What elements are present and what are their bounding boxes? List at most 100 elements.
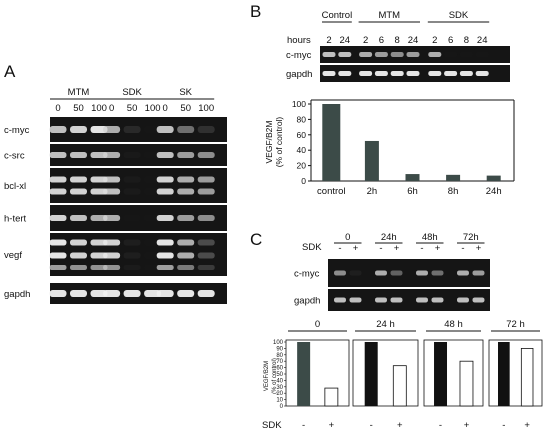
panel-a-band bbox=[123, 188, 141, 195]
panel-a-band bbox=[49, 188, 67, 195]
panel-c-subplot-frame bbox=[352, 339, 419, 407]
panel-a-band bbox=[197, 176, 215, 183]
panel-b-band bbox=[390, 52, 404, 57]
panel-a-band bbox=[177, 152, 195, 158]
panel-c-x-sign: - bbox=[502, 420, 505, 431]
panel-c-band bbox=[390, 270, 403, 276]
panel-a-gene-label: c-src bbox=[4, 151, 25, 162]
panel-a-band bbox=[123, 152, 141, 158]
panel-b-letter: B bbox=[250, 2, 261, 21]
panel-a-band bbox=[144, 265, 162, 270]
panel-c-x-sign: + bbox=[329, 420, 335, 431]
panel-b-band bbox=[322, 52, 336, 57]
panel-a-band bbox=[197, 152, 215, 158]
panel-b-band bbox=[359, 52, 373, 57]
panel-a-band bbox=[177, 252, 195, 259]
panel-a-band bbox=[144, 239, 162, 246]
panel-a-band bbox=[197, 290, 215, 297]
panel-c-band bbox=[334, 297, 346, 303]
panel-a-band bbox=[197, 265, 215, 270]
panel-a-band bbox=[177, 188, 195, 195]
panel-a-band bbox=[156, 290, 174, 297]
panel-c-treated-bar bbox=[392, 365, 407, 407]
panel-c-x-sign: + bbox=[524, 420, 530, 431]
panel-b-time-label: 8 bbox=[395, 35, 400, 46]
panel-c-band bbox=[431, 297, 444, 303]
panel-a-band bbox=[90, 152, 108, 158]
panel-a-band bbox=[90, 126, 108, 133]
panel-c-treated-bar bbox=[520, 347, 534, 407]
panel-c-subplot-title: 24 h bbox=[376, 319, 395, 330]
panel-a-gene-label: bcl-xl bbox=[4, 181, 26, 192]
panel-c-ytick-label: 30 bbox=[276, 385, 283, 391]
panel-c-x-sign: - bbox=[439, 420, 442, 431]
panel-a-band bbox=[156, 252, 174, 259]
panel-a-band bbox=[70, 265, 87, 270]
panel-c-sdk-label: SDK bbox=[302, 242, 322, 253]
panel-c: C 0 24h 48h 72h SDK - + - + - + - + c-myc gapdh VEGF/B2M… bbox=[250, 230, 543, 431]
panel-a-band bbox=[70, 176, 87, 183]
panel-a-band bbox=[156, 126, 174, 133]
panel-a-band bbox=[103, 252, 121, 259]
panel-c-band bbox=[375, 270, 387, 276]
panel-b-time-label: 6 bbox=[448, 35, 453, 46]
panel-a-band bbox=[90, 188, 108, 195]
panel-a-band bbox=[103, 239, 121, 246]
panel-a-dose-label: 100 bbox=[145, 103, 161, 114]
panel-a-band bbox=[90, 290, 108, 297]
panel-a-band bbox=[103, 152, 121, 158]
panel-a-band bbox=[144, 290, 162, 297]
panel-c-x-sign: - bbox=[302, 420, 305, 431]
panel-a-gene-label: vegf bbox=[4, 250, 22, 261]
panel-a-band bbox=[197, 239, 215, 246]
panel-a-band bbox=[156, 215, 174, 221]
panel-a-group-label: SDK bbox=[122, 87, 142, 98]
panel-c-ytick-label: 80 bbox=[276, 353, 283, 359]
panel-a-band bbox=[70, 239, 87, 246]
panel-b-time-label: 24 bbox=[408, 35, 419, 46]
panel-a-band bbox=[49, 126, 67, 133]
panel-a-band bbox=[177, 176, 195, 183]
panel-c-subplot-frame bbox=[285, 339, 350, 407]
panel-c-band bbox=[431, 270, 444, 276]
panel-c-ylabel: VEGF/B2M bbox=[264, 361, 270, 391]
panel-c-gene-label: c-myc bbox=[294, 269, 320, 280]
panel-a-band bbox=[144, 126, 162, 133]
panel-a-band bbox=[90, 252, 108, 259]
panel-b-gene-label: c-myc bbox=[286, 50, 312, 61]
panel-a-band bbox=[144, 252, 162, 259]
panel-c-sign: + bbox=[476, 243, 482, 254]
panel-b-band bbox=[459, 52, 473, 57]
panel-b-time-label: 2 bbox=[363, 35, 368, 46]
panel-b-hours-label: hours bbox=[287, 35, 311, 46]
panel-b-ytick-label: 60 bbox=[297, 130, 307, 140]
panel-c-time-label: 72h bbox=[463, 232, 479, 243]
panel-a-band bbox=[49, 176, 67, 183]
panel-c-ylabel-unit: (% of control) bbox=[272, 358, 278, 394]
panel-b-band bbox=[390, 71, 404, 76]
panel-c-band bbox=[349, 270, 362, 276]
panel-c-sign: + bbox=[435, 243, 441, 254]
panel-b-ylabel: VEGF/B2M bbox=[264, 121, 274, 164]
panel-a-band bbox=[177, 265, 195, 270]
panel-b-xtick-label: 6h bbox=[407, 186, 418, 197]
panel-a-group-label: MTM bbox=[68, 87, 90, 98]
panel-c-subplot-frame bbox=[423, 339, 484, 407]
panel-a-group-label: SK bbox=[179, 87, 192, 98]
panel-c-sign: - bbox=[461, 243, 464, 254]
panel-b-xtick-label: 8h bbox=[448, 186, 459, 197]
panel-b-band bbox=[475, 71, 489, 76]
panel-c-sign: - bbox=[379, 243, 382, 254]
panel-a-band bbox=[123, 215, 141, 221]
panel-a-band bbox=[177, 290, 195, 297]
panel-a-gene-label: h-tert bbox=[4, 214, 27, 225]
panel-a-band bbox=[177, 239, 195, 246]
panel-c-band bbox=[472, 270, 485, 276]
panel-c-treated-bar bbox=[459, 360, 474, 407]
panel-b-ytick-label: 20 bbox=[297, 161, 307, 171]
panel-c-ytick-label: 50 bbox=[276, 372, 283, 378]
panel-b-xtick-label: control bbox=[317, 186, 346, 197]
panel-a-band bbox=[90, 239, 108, 246]
panel-b-band bbox=[428, 52, 442, 57]
